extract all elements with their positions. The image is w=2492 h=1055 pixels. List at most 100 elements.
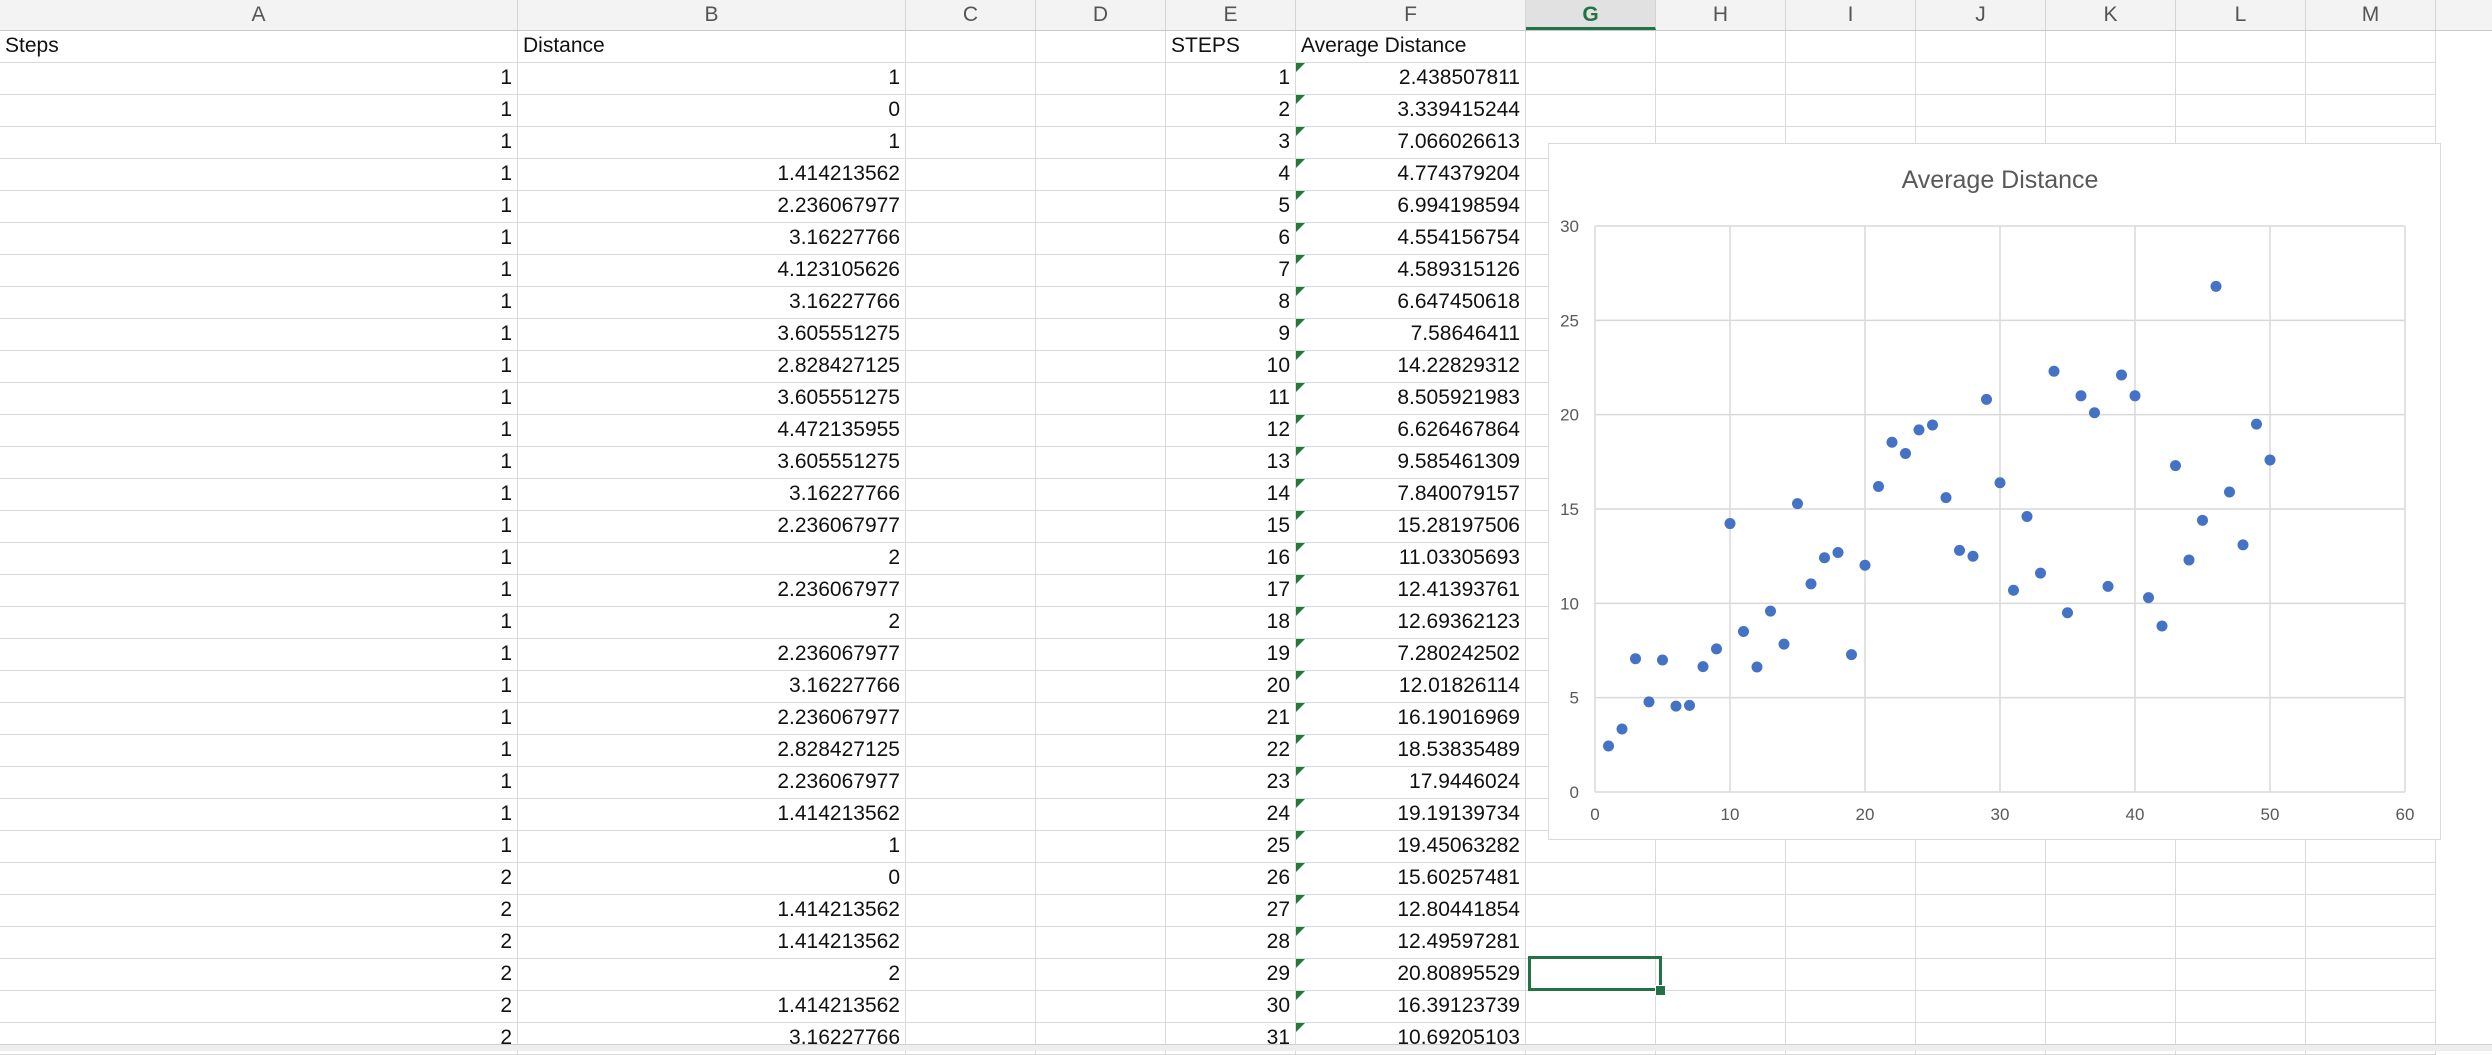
cell-e[interactable]: 30 (1166, 991, 1296, 1023)
column-header-g[interactable]: G (1526, 0, 1656, 30)
cell[interactable] (906, 671, 1036, 703)
cell-a[interactable]: 1 (0, 671, 518, 703)
cell[interactable] (2046, 31, 2176, 63)
cell-a[interactable]: 1 (0, 223, 518, 255)
cell[interactable] (2176, 959, 2306, 991)
cell[interactable] (906, 767, 1036, 799)
fill-handle[interactable] (1655, 985, 1666, 996)
cell-a[interactable]: 1 (0, 447, 518, 479)
cell-a[interactable]: 1 (0, 159, 518, 191)
cell-e[interactable]: 17 (1166, 575, 1296, 607)
cell-f[interactable]: 7.840079157 (1296, 479, 1526, 511)
cell[interactable] (2046, 863, 2176, 895)
cell-e[interactable]: 9 (1166, 319, 1296, 351)
cell[interactable] (2046, 895, 2176, 927)
column-header-c[interactable]: C (906, 0, 1036, 30)
cell-b[interactable]: 1.414213562 (518, 991, 906, 1023)
cell-b[interactable]: 4.123105626 (518, 255, 906, 287)
cell-a[interactable]: 2 (0, 863, 518, 895)
cell-e[interactable]: 16 (1166, 543, 1296, 575)
column-header-b[interactable]: B (518, 0, 906, 30)
cell[interactable] (1786, 63, 1916, 95)
cell[interactable] (1656, 959, 1786, 991)
cell[interactable] (906, 959, 1036, 991)
cell-e[interactable]: 29 (1166, 959, 1296, 991)
cell[interactable] (906, 95, 1036, 127)
header-cell-a[interactable]: Steps (0, 31, 518, 63)
cell-b[interactable]: 2.828427125 (518, 351, 906, 383)
cell[interactable] (1786, 927, 1916, 959)
cell-f[interactable]: 4.554156754 (1296, 223, 1526, 255)
cell[interactable] (1036, 831, 1166, 863)
cell-b[interactable]: 3.16227766 (518, 223, 906, 255)
cell[interactable] (1036, 63, 1166, 95)
cell[interactable] (2046, 959, 2176, 991)
cell-b[interactable]: 1.414213562 (518, 159, 906, 191)
cell[interactable] (1036, 351, 1166, 383)
cell[interactable] (1526, 95, 1656, 127)
cell[interactable] (2306, 63, 2436, 95)
cell[interactable] (1786, 895, 1916, 927)
cell[interactable] (2046, 927, 2176, 959)
cell-e[interactable]: 11 (1166, 383, 1296, 415)
cell[interactable] (1656, 927, 1786, 959)
cell-b[interactable]: 1 (518, 63, 906, 95)
cell[interactable] (906, 223, 1036, 255)
cell[interactable] (1036, 319, 1166, 351)
cell-b[interactable]: 0 (518, 863, 906, 895)
cell-b[interactable]: 2 (518, 543, 906, 575)
cell[interactable] (1036, 895, 1166, 927)
cell-f[interactable]: 16.19016969 (1296, 703, 1526, 735)
cell-e[interactable]: 12 (1166, 415, 1296, 447)
cell-e[interactable]: 8 (1166, 287, 1296, 319)
cell-b[interactable]: 2.236067977 (518, 511, 906, 543)
cell-a[interactable]: 1 (0, 63, 518, 95)
cell-f[interactable]: 19.19139734 (1296, 799, 1526, 831)
cell-e[interactable]: 28 (1166, 927, 1296, 959)
cell-f[interactable]: 20.80895529 (1296, 959, 1526, 991)
cell-e[interactable]: 23 (1166, 767, 1296, 799)
cell[interactable] (906, 351, 1036, 383)
cell[interactable] (1786, 991, 1916, 1023)
cell-f[interactable]: 12.01826114 (1296, 671, 1526, 703)
cell[interactable] (2176, 895, 2306, 927)
cell-b[interactable]: 0 (518, 95, 906, 127)
cell[interactable] (906, 863, 1036, 895)
cell[interactable] (906, 447, 1036, 479)
cell-e[interactable]: 27 (1166, 895, 1296, 927)
cell[interactable] (1526, 895, 1656, 927)
cell-f[interactable]: 8.505921983 (1296, 383, 1526, 415)
cell[interactable] (2306, 927, 2436, 959)
cell[interactable] (2176, 863, 2306, 895)
cell-f[interactable]: 19.45063282 (1296, 831, 1526, 863)
cell-f[interactable]: 6.994198594 (1296, 191, 1526, 223)
cell[interactable] (2176, 991, 2306, 1023)
cell-a[interactable]: 1 (0, 703, 518, 735)
cell-a[interactable]: 1 (0, 415, 518, 447)
cell[interactable] (906, 511, 1036, 543)
cell[interactable] (906, 991, 1036, 1023)
cell-a[interactable]: 1 (0, 351, 518, 383)
cell[interactable] (1656, 895, 1786, 927)
header-cell-b[interactable]: Distance (518, 31, 906, 63)
cell-b[interactable]: 1.414213562 (518, 895, 906, 927)
cell[interactable] (1786, 31, 1916, 63)
cell-a[interactable]: 1 (0, 607, 518, 639)
cell-a[interactable]: 1 (0, 191, 518, 223)
cell[interactable] (1916, 991, 2046, 1023)
cell[interactable] (906, 415, 1036, 447)
column-header-f[interactable]: F (1296, 0, 1526, 30)
cell-a[interactable]: 1 (0, 543, 518, 575)
cell-e[interactable]: 6 (1166, 223, 1296, 255)
cell[interactable] (906, 63, 1036, 95)
cell-b[interactable]: 3.605551275 (518, 447, 906, 479)
cell[interactable] (1036, 447, 1166, 479)
cell[interactable] (1916, 831, 2046, 863)
cell-e[interactable]: 25 (1166, 831, 1296, 863)
cell[interactable] (906, 287, 1036, 319)
cell[interactable] (1916, 863, 2046, 895)
cell[interactable] (1036, 703, 1166, 735)
cell-e[interactable]: 21 (1166, 703, 1296, 735)
cell[interactable] (906, 383, 1036, 415)
cell-f[interactable]: 3.339415244 (1296, 95, 1526, 127)
